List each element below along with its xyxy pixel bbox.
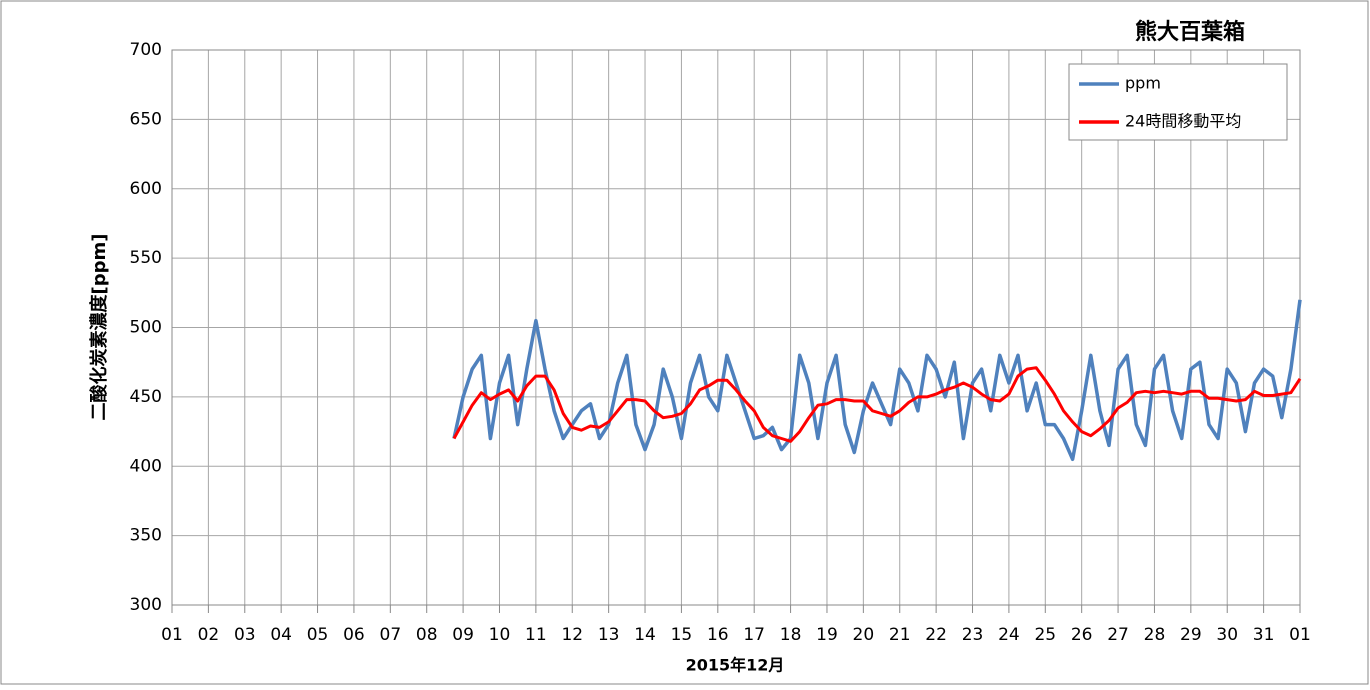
y-tick-label: 550 xyxy=(130,248,162,268)
legend-label: 24時間移動平均 xyxy=(1125,112,1241,131)
x-tick-label: 02 xyxy=(198,625,220,645)
x-tick-label: 26 xyxy=(1071,625,1093,645)
x-tick-label: 30 xyxy=(1216,625,1238,645)
x-tick-label: 31 xyxy=(1253,625,1275,645)
x-tick-label: 17 xyxy=(743,625,765,645)
y-tick-label: 500 xyxy=(130,318,162,338)
x-tick-label: 15 xyxy=(671,625,693,645)
x-tick-label: 13 xyxy=(598,625,620,645)
x-tick-label: 11 xyxy=(525,625,547,645)
x-tick-label: 14 xyxy=(634,625,656,645)
legend-box xyxy=(1068,63,1288,141)
x-tick-label: 01 xyxy=(161,625,183,645)
data-line xyxy=(452,299,1302,462)
x-tick-label: 27 xyxy=(1107,625,1129,645)
x-tick-label: 07 xyxy=(380,625,402,645)
x-tick-label: 21 xyxy=(889,625,911,645)
y-tick-label: 400 xyxy=(130,456,162,476)
y-tick-label: 600 xyxy=(130,179,162,199)
x-tick-label: 03 xyxy=(234,625,256,645)
x-tick-label: 12 xyxy=(561,625,583,645)
chart-title: 熊大百葉箱 xyxy=(1135,19,1245,45)
x-tick-label: 19 xyxy=(816,625,838,645)
y-tick-label: 650 xyxy=(130,109,162,129)
x-axis-label: 2015年12月 xyxy=(686,656,785,675)
y-tick-label: 300 xyxy=(130,595,162,615)
y-axis-label: 二酸化炭素濃度[ppm] xyxy=(88,234,110,421)
plot-border xyxy=(171,49,1301,606)
x-tick-label: 08 xyxy=(416,625,438,645)
y-tick-label: 450 xyxy=(130,387,162,407)
x-tick-label: 25 xyxy=(1034,625,1056,645)
legend-label: ppm xyxy=(1125,74,1161,93)
x-tick-label: 20 xyxy=(853,625,875,645)
x-tick-label: 22 xyxy=(925,625,947,645)
x-tick-label: 16 xyxy=(707,625,729,645)
x-tick-label: 24 xyxy=(998,625,1020,645)
x-tick-label: 05 xyxy=(307,625,329,645)
x-tick-label: 09 xyxy=(452,625,474,645)
x-tick-label: 29 xyxy=(1180,625,1202,645)
x-tick-label: 23 xyxy=(962,625,984,645)
data-line xyxy=(452,366,1302,443)
y-tick-label: 700 xyxy=(130,40,162,60)
x-tick-label: 10 xyxy=(489,625,511,645)
x-tick-label: 28 xyxy=(1144,625,1166,645)
y-tick-label: 350 xyxy=(130,526,162,546)
x-tick-label: 18 xyxy=(780,625,802,645)
x-tick-label: 04 xyxy=(270,625,292,645)
x-tick-label: 06 xyxy=(343,625,365,645)
x-tick-label: 01 xyxy=(1289,625,1311,645)
